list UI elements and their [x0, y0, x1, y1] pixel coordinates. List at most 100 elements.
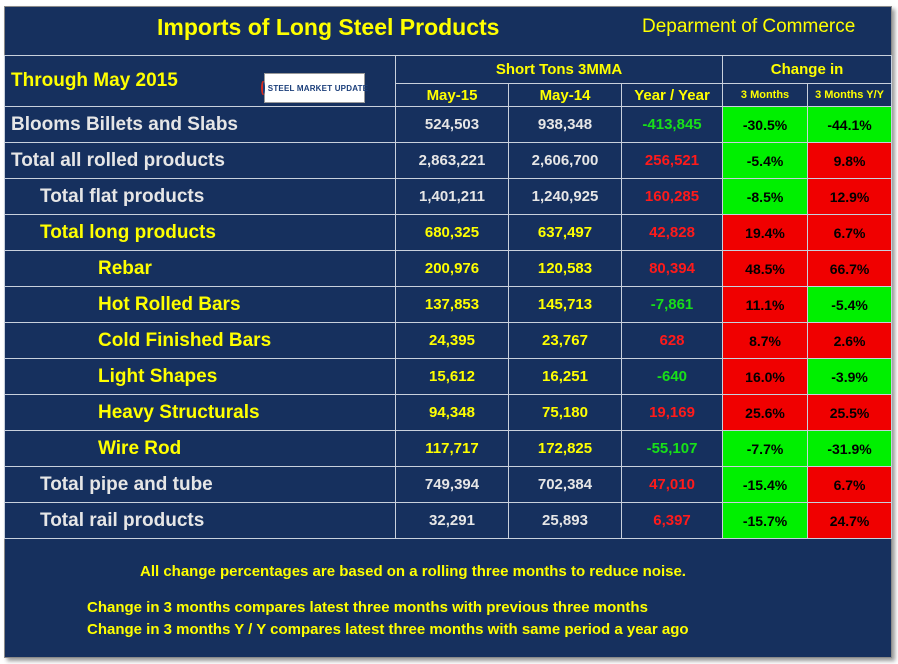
value-may14: 172,825 — [508, 430, 622, 467]
page-title: Imports of Long Steel Products — [157, 14, 500, 40]
value-may15: 2,863,221 — [395, 142, 509, 179]
table-row: Rebar 200,976 120,583 80,394 48.5% 66.7% — [4, 250, 893, 287]
change-3-months: 11.1% — [722, 286, 809, 323]
table-body: Blooms Billets and Slabs 524,503 938,348 -4… — [4, 106, 893, 539]
col-header-3-months: 3 Months — [722, 83, 809, 107]
value-may15: 524,503 — [395, 106, 509, 143]
logo-text: STEEL MARKET UPDATE — [267, 83, 369, 93]
value-may15: 200,976 — [395, 250, 509, 287]
change-3-months-yy: -31.9% — [807, 430, 893, 467]
value-may15: 680,325 — [395, 214, 509, 251]
table-row: Cold Finished Bars 24,395 23,767 628 8.7% 2.6… — [4, 322, 893, 359]
value-may15: 24,395 — [395, 322, 509, 359]
footnote-rolling: All change percentages are based on a ro… — [140, 563, 686, 580]
row-label: Total long products — [4, 214, 396, 251]
change-3-months: 19.4% — [722, 214, 809, 251]
table-row: Total rail products 32,291 25,893 6,397 -15.… — [4, 502, 893, 539]
logo-swirl-icon — [260, 81, 265, 95]
change-3-months-yy: 6.7% — [807, 466, 893, 503]
value-yoy: -413,845 — [620, 106, 724, 143]
change-3-months: -15.7% — [722, 502, 809, 539]
change-3-months: 16.0% — [722, 358, 809, 395]
value-may14: 23,767 — [508, 322, 622, 359]
change-3-months-yy: 6.7% — [807, 214, 893, 251]
row-label: Hot Rolled Bars — [4, 286, 396, 323]
table-row: Heavy Structurals 94,348 75,180 19,169 25.6%… — [4, 394, 893, 431]
change-3-months: -8.5% — [722, 178, 809, 215]
table-row: Wire Rod 117,717 172,825 -55,107 -7.7% -31.9% — [4, 430, 893, 467]
table-row: Light Shapes 15,612 16,251 -640 16.0% -3.9% — [4, 358, 893, 395]
value-may14: 75,180 — [508, 394, 622, 431]
value-yoy: -7,861 — [620, 286, 724, 323]
value-may14: 2,606,700 — [508, 142, 622, 179]
value-may15: 117,717 — [395, 430, 509, 467]
change-3-months: -5.4% — [722, 142, 809, 179]
value-yoy: 628 — [620, 322, 724, 359]
change-3-months: -7.7% — [722, 430, 809, 467]
short-tons-header: Short Tons 3MMA — [394, 55, 724, 84]
col-header-3-months-yy: 3 Months Y/Y — [807, 83, 893, 107]
row-label: Wire Rod — [4, 430, 396, 467]
change-3-months: 48.5% — [722, 250, 809, 287]
change-3-months-yy: 24.7% — [807, 502, 893, 539]
change-3-months-yy: 25.5% — [807, 394, 893, 431]
col-header-yoy: Year / Year — [620, 83, 724, 107]
value-may14: 637,497 — [508, 214, 622, 251]
value-may14: 145,713 — [508, 286, 622, 323]
row-label: Light Shapes — [4, 358, 396, 395]
value-may14: 702,384 — [508, 466, 622, 503]
table-row: Total pipe and tube 749,394 702,384 47,010-… — [4, 466, 893, 503]
value-may15: 94,348 — [395, 394, 509, 431]
row-label: Rebar — [4, 250, 396, 287]
imports-table: Through May 2015 STEEL MARKET UPDATE Sho… — [4, 55, 893, 539]
row-label: Cold Finished Bars — [4, 322, 396, 359]
table-row: Total all rolled products 2,863,221 2,606,… — [4, 142, 893, 179]
value-may15: 749,394 — [395, 466, 509, 503]
value-yoy: 19,169 — [620, 394, 724, 431]
footnote-3-months: Change in 3 months compares latest three… — [87, 599, 648, 616]
value-yoy: 6,397 — [620, 502, 724, 539]
value-may15: 137,853 — [395, 286, 509, 323]
row-label: Total all rolled products — [4, 142, 396, 179]
value-may14: 1,240,925 — [508, 178, 622, 215]
value-may14: 16,251 — [508, 358, 622, 395]
row-label: Total flat products — [4, 178, 396, 215]
through-date: Through May 2015 — [11, 70, 178, 91]
steel-market-update-logo: STEEL MARKET UPDATE — [260, 73, 369, 103]
col-header-may14: May-14 — [508, 83, 622, 107]
value-yoy: 160,285 — [620, 178, 724, 215]
table-row: Total flat products 1,401,211 1,240,925 160… — [4, 178, 893, 215]
value-yoy: 256,521 — [620, 142, 724, 179]
change-in-header: Change in — [722, 55, 893, 84]
change-3-months: -30.5% — [722, 106, 809, 143]
value-yoy: 80,394 — [620, 250, 724, 287]
change-3-months-yy: 66.7% — [807, 250, 893, 287]
value-may15: 15,612 — [395, 358, 509, 395]
row-label: Heavy Structurals — [4, 394, 396, 431]
row-label: Blooms Billets and Slabs — [4, 106, 396, 143]
change-3-months-yy: -5.4% — [807, 286, 893, 323]
change-3-months-yy: -44.1% — [807, 106, 893, 143]
change-3-months-yy: 2.6% — [807, 322, 893, 359]
department-label: Deparment of Commerce — [642, 16, 856, 37]
value-may14: 25,893 — [508, 502, 622, 539]
table-row: Blooms Billets and Slabs 524,503 938,348 -4… — [4, 106, 893, 143]
value-may15: 32,291 — [395, 502, 509, 539]
change-3-months-yy: 12.9% — [807, 178, 893, 215]
col-header-may15: May-15 — [395, 83, 509, 107]
change-3-months-yy: 9.8% — [807, 142, 893, 179]
change-3-months: 8.7% — [722, 322, 809, 359]
through-date-cell: Through May 2015 STEEL MARKET UPDATE — [4, 55, 396, 107]
row-label: Total rail products — [4, 502, 396, 539]
value-yoy: 42,828 — [620, 214, 724, 251]
change-3-months: -15.4% — [722, 466, 809, 503]
row-label: Total pipe and tube — [4, 466, 396, 503]
value-yoy: -55,107 — [620, 430, 724, 467]
table-row: Total long products 680,325 637,497 42,828 1… — [4, 214, 893, 251]
value-yoy: -640 — [620, 358, 724, 395]
value-may14: 938,348 — [508, 106, 622, 143]
footnote-3-months-yy: Change in 3 months Y / Y compares latest… — [87, 621, 689, 638]
change-3-months-yy: -3.9% — [807, 358, 893, 395]
table-row: Hot Rolled Bars 137,853 145,713 -7,861 11.1%… — [4, 286, 893, 323]
value-yoy: 47,010 — [620, 466, 724, 503]
